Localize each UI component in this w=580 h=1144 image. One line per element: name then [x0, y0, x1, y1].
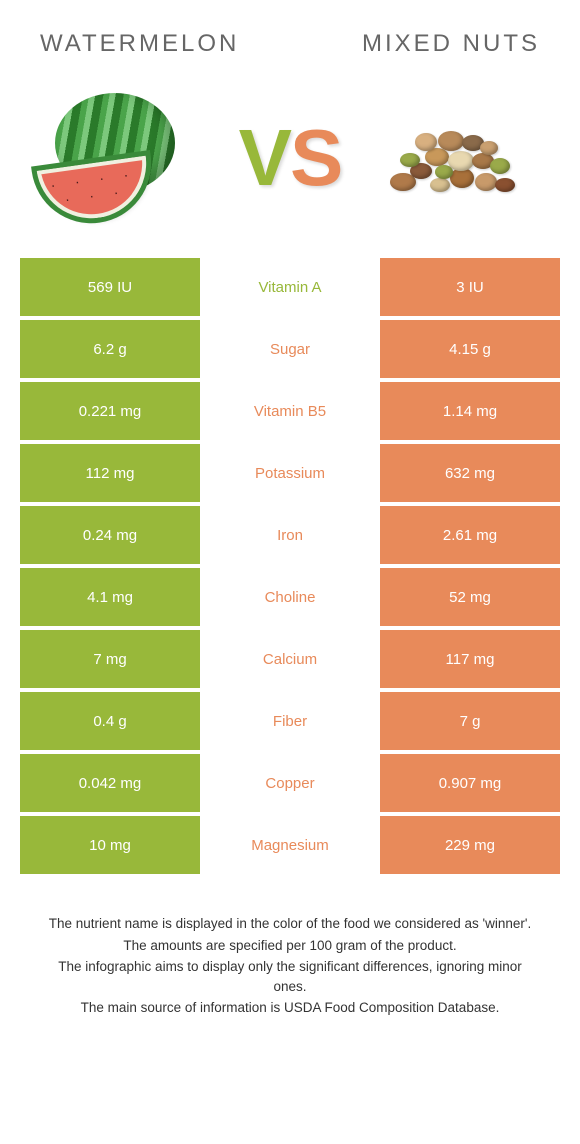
mixed-nuts-image [370, 83, 540, 233]
footer-line: The infographic aims to display only the… [40, 957, 540, 996]
right-value: 7 g [380, 692, 560, 750]
nutrient-label: Calcium [200, 630, 380, 688]
table-row: 7 mgCalcium117 mg [20, 630, 560, 688]
left-value: 0.221 mg [20, 382, 200, 440]
left-value: 112 mg [20, 444, 200, 502]
left-value: 0.24 mg [20, 506, 200, 564]
nutrient-label: Iron [200, 506, 380, 564]
nutrient-label: Sugar [200, 320, 380, 378]
titles-row: WATERMELON MIXED NUTS [20, 30, 560, 68]
right-value: 117 mg [380, 630, 560, 688]
vs-label: VS [239, 112, 342, 204]
right-value: 1.14 mg [380, 382, 560, 440]
right-value: 229 mg [380, 816, 560, 874]
nutrient-label: Vitamin A [200, 258, 380, 316]
footer-line: The main source of information is USDA F… [40, 998, 540, 1018]
table-row: 0.042 mgCopper0.907 mg [20, 754, 560, 812]
table-row: 0.24 mgIron2.61 mg [20, 506, 560, 564]
right-value: 3 IU [380, 258, 560, 316]
nutrient-label: Vitamin B5 [200, 382, 380, 440]
nutrient-label: Fiber [200, 692, 380, 750]
nutrient-label: Potassium [200, 444, 380, 502]
left-value: 4.1 mg [20, 568, 200, 626]
right-value: 4.15 g [380, 320, 560, 378]
left-value: 6.2 g [20, 320, 200, 378]
right-value: 2.61 mg [380, 506, 560, 564]
left-value: 0.042 mg [20, 754, 200, 812]
footer-notes: The nutrient name is displayed in the co… [20, 914, 560, 1018]
right-value: 632 mg [380, 444, 560, 502]
left-value: 7 mg [20, 630, 200, 688]
watermelon-image [40, 83, 210, 233]
left-value: 569 IU [20, 258, 200, 316]
footer-line: The amounts are specified per 100 gram o… [40, 936, 540, 956]
left-title: WATERMELON [40, 30, 239, 58]
table-row: 4.1 mgCholine52 mg [20, 568, 560, 626]
nutrient-label: Magnesium [200, 816, 380, 874]
right-title: MIXED NUTS [362, 30, 540, 58]
hero-row: VS [20, 68, 560, 258]
comparison-table: 569 IUVitamin A3 IU6.2 gSugar4.15 g0.221… [20, 258, 560, 874]
table-row: 112 mgPotassium632 mg [20, 444, 560, 502]
left-value: 10 mg [20, 816, 200, 874]
footer-line: The nutrient name is displayed in the co… [40, 914, 540, 934]
left-value: 0.4 g [20, 692, 200, 750]
nutrient-label: Choline [200, 568, 380, 626]
right-value: 0.907 mg [380, 754, 560, 812]
table-row: 6.2 gSugar4.15 g [20, 320, 560, 378]
table-row: 10 mgMagnesium229 mg [20, 816, 560, 874]
table-row: 569 IUVitamin A3 IU [20, 258, 560, 316]
right-value: 52 mg [380, 568, 560, 626]
nutrient-label: Copper [200, 754, 380, 812]
table-row: 0.221 mgVitamin B51.14 mg [20, 382, 560, 440]
table-row: 0.4 gFiber7 g [20, 692, 560, 750]
